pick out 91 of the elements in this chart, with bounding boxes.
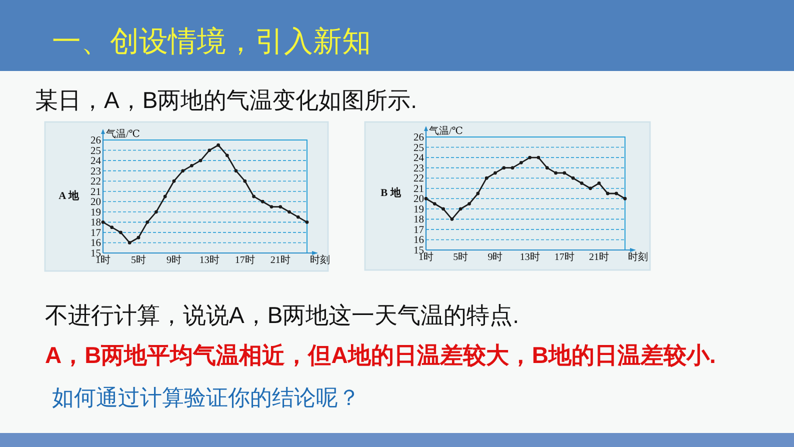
point	[468, 202, 471, 206]
x-tick-label: 13时	[199, 254, 220, 266]
point	[545, 166, 549, 170]
point	[181, 169, 185, 173]
point	[243, 179, 247, 183]
point	[288, 210, 291, 214]
point	[623, 196, 627, 200]
y-tick-label: 25	[414, 142, 424, 154]
point	[234, 169, 238, 173]
x-tick-label: 9时	[488, 251, 503, 263]
point	[101, 220, 105, 224]
text: A 地	[58, 189, 80, 202]
text: 一、创设情境，引入新知	[52, 26, 371, 58]
y-axis-title: 气温/℃	[429, 125, 463, 137]
point	[571, 176, 575, 180]
point	[484, 176, 488, 180]
point	[510, 166, 514, 170]
x-tick-label: 21时	[270, 254, 290, 266]
point	[154, 210, 158, 214]
y-tick-label: 26	[90, 136, 101, 146]
point	[606, 192, 610, 196]
point	[432, 202, 436, 206]
point	[225, 154, 229, 158]
point	[190, 164, 194, 168]
point	[278, 205, 282, 208]
y-tick-label: 25	[90, 146, 101, 157]
point	[198, 158, 202, 162]
point	[588, 186, 592, 190]
point	[450, 217, 454, 221]
point	[163, 194, 167, 198]
y-tick-label: 21	[90, 186, 101, 198]
text: B 地	[380, 186, 402, 199]
y-tick-label: 16	[414, 235, 424, 246]
text: 如何通过计算验证你的结论呢？	[52, 385, 360, 410]
x-tick-label: 21时	[589, 251, 610, 263]
y-axis-title: 气温/℃	[106, 128, 140, 140]
point	[614, 192, 618, 196]
point	[208, 148, 212, 152]
y-tick-label: 17	[90, 228, 101, 239]
text: 不进行计算，说说A，B两地这一天气温的特点.	[45, 302, 520, 328]
y-tick-label: 23	[90, 166, 101, 178]
point	[476, 192, 480, 196]
x-axis-title: 时刻	[628, 251, 648, 263]
point	[519, 160, 523, 164]
point	[296, 215, 300, 219]
point	[580, 182, 584, 185]
y-tick-label: 18	[414, 214, 424, 226]
x-tick-label: 17时	[554, 251, 574, 263]
point	[252, 194, 256, 198]
y-tick-label: 17	[414, 224, 424, 236]
y-tick-label: 22	[90, 176, 101, 188]
point	[597, 182, 601, 185]
point	[562, 171, 566, 175]
point	[172, 179, 176, 183]
y-tick-label: 19	[414, 204, 424, 216]
y-tick-label: 18	[90, 218, 101, 229]
point	[136, 236, 140, 240]
point	[494, 171, 497, 175]
point	[216, 143, 220, 147]
x-tick-label: 13时	[520, 251, 540, 263]
y-tick-label: 24	[414, 153, 425, 164]
text: A，B两地平均气温相近，但A地的日温差较大，B地的日温差较小.	[45, 342, 716, 368]
x-tick-label: 17时	[234, 254, 255, 266]
y-tick-label: 20	[414, 194, 424, 206]
point	[502, 166, 506, 170]
y-tick-label: 26	[414, 132, 424, 144]
point	[536, 156, 540, 160]
y-tick-label: 19	[90, 207, 101, 218]
point	[424, 196, 428, 200]
point	[442, 207, 446, 211]
y-tick-label: 20	[90, 197, 101, 208]
point	[119, 230, 122, 234]
x-tick-label: 5时	[130, 254, 146, 266]
point	[260, 200, 264, 204]
y-tick-label: 23	[414, 163, 424, 174]
point	[458, 207, 462, 211]
x-axis-title: 时刻	[310, 254, 330, 266]
y-tick-label: 22	[414, 174, 424, 185]
point	[146, 220, 150, 224]
point	[110, 226, 114, 230]
point	[270, 205, 274, 208]
y-tick-label: 24	[90, 156, 102, 168]
point	[305, 220, 309, 224]
x-tick-label: 5时	[453, 251, 468, 263]
point	[528, 156, 532, 160]
text: 某日，A，B两地的气温变化如图所示.	[35, 87, 418, 113]
y-tick-label: 16	[90, 238, 101, 250]
point	[554, 171, 558, 175]
point	[128, 241, 132, 244]
y-tick-label: 21	[414, 184, 424, 195]
x-tick-label: 9时	[166, 254, 182, 266]
